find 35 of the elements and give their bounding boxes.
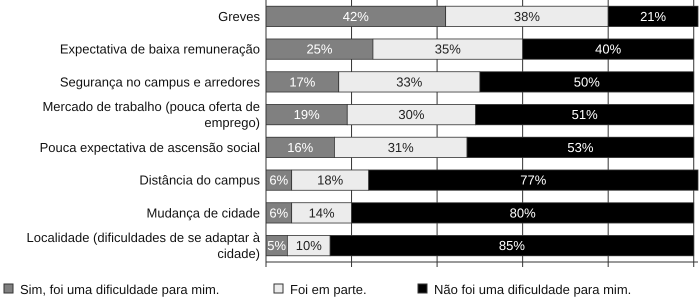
data-label: 42% xyxy=(342,8,370,24)
data-label: 85% xyxy=(498,238,526,254)
data-label: 38% xyxy=(514,8,540,24)
y-tick-label: Greves xyxy=(218,8,260,24)
data-label: 25% xyxy=(306,42,333,57)
data-label: 33% xyxy=(396,74,423,90)
y-tick-label: Mercado de trabalho (pouca oferta de emprego) xyxy=(42,99,260,130)
data-label: 51% xyxy=(572,107,598,122)
data-label: 6% xyxy=(269,172,289,188)
y-tick-label: Distância do campus xyxy=(139,172,260,188)
data-label: 40% xyxy=(595,42,622,57)
y-tick-label: Localidade (dificuldades de se adaptar à cidade) xyxy=(26,230,261,262)
data-label: 53% xyxy=(567,140,594,155)
data-label: 30% xyxy=(398,107,425,122)
y-tick-label: Pouca expectativa de ascensão social xyxy=(40,140,260,155)
data-label: 50% xyxy=(574,74,600,90)
data-label: 5% xyxy=(267,238,287,254)
data-label: 35% xyxy=(434,42,462,57)
data-label: 80% xyxy=(510,205,536,220)
data-label: 31% xyxy=(388,140,414,155)
data-label: 77% xyxy=(520,172,547,188)
data-label: 14% xyxy=(308,205,336,220)
y-tick-label: Segurança no campus e arredores xyxy=(60,74,260,90)
y-tick-label: Expectativa de baixa remuneração xyxy=(60,42,260,57)
data-label: 18% xyxy=(317,172,344,188)
data-label: 10% xyxy=(296,238,322,254)
legend-label: Sim, foi uma dificuldade para mim. xyxy=(20,282,220,297)
y-tick-label: Mudança de cidade xyxy=(146,205,260,220)
data-label: 6% xyxy=(269,205,289,220)
data-label: 21% xyxy=(640,8,667,24)
legend-label: Foi em parte. xyxy=(290,282,367,297)
data-label: 16% xyxy=(287,140,314,155)
legend-label: Não foi uma dificuldade para mim. xyxy=(434,282,632,297)
data-label: 17% xyxy=(289,74,316,90)
data-label: 19% xyxy=(294,107,320,122)
